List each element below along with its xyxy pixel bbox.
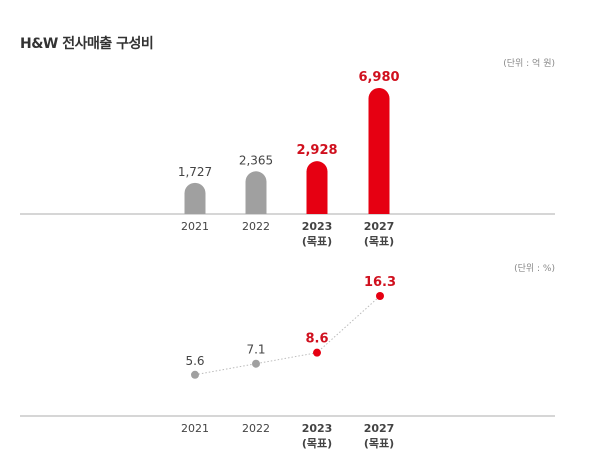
line-point — [191, 370, 199, 379]
line-value-label: 8.6 — [305, 332, 328, 347]
line-tick-label: 2022 — [242, 422, 270, 435]
line-point — [252, 359, 260, 368]
line-tick-label: 2023 — [302, 422, 333, 435]
bar-tick-label: 2021 — [181, 220, 209, 233]
line-series — [194, 295, 381, 376]
line-tick-label: 2027 — [364, 422, 395, 435]
bar — [245, 171, 267, 214]
bar — [368, 88, 390, 214]
bar-tick-sublabel: (목표) — [302, 235, 332, 248]
bar-tick-label: 2023 — [302, 220, 333, 233]
line-value-label: 5.6 — [185, 354, 204, 368]
bar — [306, 161, 328, 214]
bar-value-label: 1,727 — [178, 165, 212, 179]
bar-value-label: 6,980 — [358, 70, 399, 85]
line-value-label: 16.3 — [364, 275, 396, 290]
bar-value-label: 2,928 — [296, 143, 337, 158]
line-unit-label: (단위 : %) — [514, 264, 555, 274]
chart-title: H&W 전사매출 구성비 — [20, 36, 154, 52]
line-point — [313, 348, 321, 357]
bar-unit-label: (단위 : 억 원) — [503, 59, 555, 69]
line-value-label: 7.1 — [246, 343, 265, 357]
bar-value-label: 2,365 — [239, 153, 273, 167]
bar-tick-sublabel: (목표) — [364, 235, 394, 248]
bar-tick-label: 2022 — [242, 220, 270, 233]
line-tick-label: 2021 — [181, 422, 209, 435]
line-tick-sublabel: (목표) — [302, 437, 332, 450]
line-point — [376, 292, 384, 300]
bar-tick-label: 2027 — [364, 220, 395, 233]
line-tick-sublabel: (목표) — [364, 437, 394, 450]
bar — [184, 182, 206, 214]
